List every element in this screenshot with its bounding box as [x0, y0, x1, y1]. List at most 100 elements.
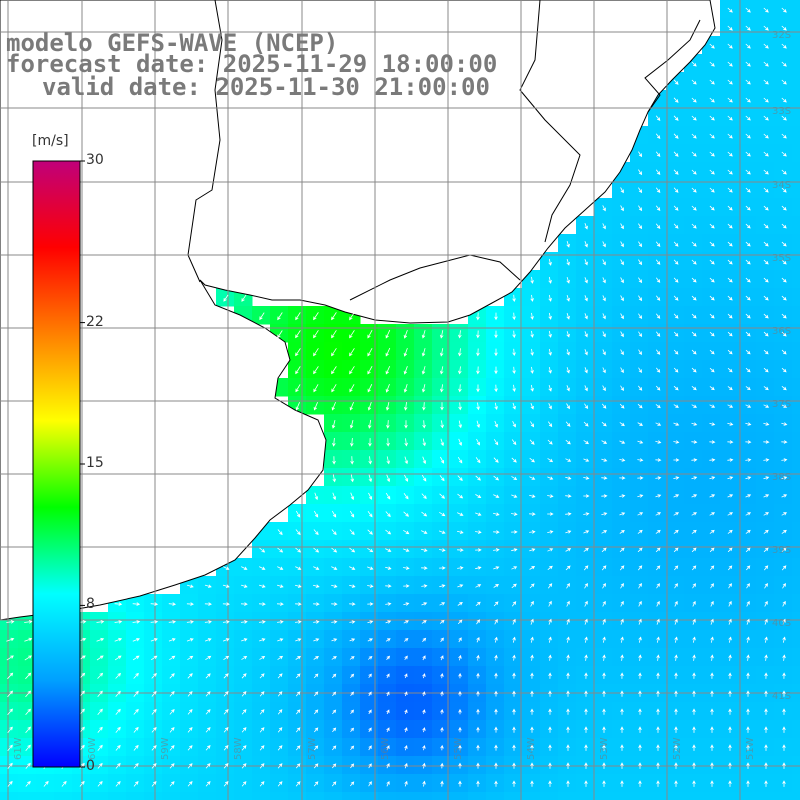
wind-speed-cell — [504, 396, 523, 415]
wind-arrow — [475, 512, 482, 516]
wind-speed-cell — [342, 576, 361, 595]
wind-arrow — [331, 348, 337, 357]
wind-arrow — [349, 781, 355, 787]
wind-arrow — [548, 780, 552, 787]
wind-arrow — [727, 223, 733, 229]
wind-arrow — [566, 385, 570, 392]
wind-arrow — [132, 620, 141, 624]
wind-arrow — [168, 638, 176, 642]
wind-arrow — [763, 133, 769, 139]
wind-arrow — [530, 600, 534, 607]
wind-arrow — [97, 672, 104, 679]
wind-arrow — [673, 476, 680, 480]
wind-arrow — [368, 727, 372, 733]
wind-speed-cell — [504, 378, 523, 397]
wind-speed-cell — [792, 288, 800, 307]
wind-arrow — [727, 529, 733, 534]
wind-speed-cell — [702, 486, 721, 505]
wind-speed-cell — [756, 522, 775, 541]
wind-speed-cell — [360, 450, 379, 469]
wind-speed-cell — [702, 792, 721, 800]
wind-arrow — [602, 690, 606, 697]
wind-speed-cell — [738, 504, 757, 523]
wind-arrow — [709, 79, 715, 85]
wind-arrow — [638, 744, 642, 751]
longitude-label: 59W — [160, 737, 171, 760]
wind-speed-cell — [180, 666, 199, 685]
wind-arrow — [349, 401, 354, 411]
wind-arrow — [601, 440, 608, 444]
wind-speed-cell — [252, 648, 271, 667]
wind-arrow — [331, 584, 338, 588]
wind-speed-cell — [792, 666, 800, 685]
wind-arrow — [530, 348, 534, 356]
wind-arrow — [709, 133, 715, 139]
wind-arrow — [548, 708, 552, 715]
wind-arrow — [619, 530, 625, 534]
wind-arrow — [673, 385, 679, 391]
wind-arrow — [368, 419, 372, 429]
wind-speed-cell — [774, 450, 793, 469]
wind-arrow — [151, 744, 157, 751]
wind-speed-cell — [792, 522, 800, 541]
wind-speed-cell — [126, 612, 145, 631]
wind-arrow — [386, 691, 390, 697]
wind-speed-cell — [18, 774, 37, 793]
wind-speed-cell — [558, 306, 577, 325]
wind-arrow — [458, 744, 462, 751]
wind-arrow — [691, 367, 697, 373]
wind-arrow — [709, 43, 715, 49]
wind-arrow — [781, 512, 788, 516]
wind-arrow — [619, 547, 625, 553]
wind-arrow — [367, 384, 373, 393]
wind-arrow — [781, 61, 787, 67]
wind-arrow — [709, 440, 716, 444]
wind-arrow — [745, 565, 751, 571]
wind-arrow — [781, 458, 788, 462]
wind-arrow — [331, 620, 338, 624]
wind-speed-cell — [540, 558, 559, 577]
wind-speed-cell — [468, 576, 487, 595]
wind-arrow — [403, 566, 410, 570]
wind-speed-cell — [144, 702, 163, 721]
wind-speed-cell — [486, 360, 505, 379]
wind-arrow — [385, 366, 391, 375]
wind-speed-cell — [792, 774, 800, 793]
wind-arrow — [547, 583, 553, 589]
wind-arrow — [439, 548, 446, 552]
wind-arrow — [492, 512, 500, 516]
wind-arrow — [637, 440, 644, 444]
wind-speed-cell — [270, 630, 289, 649]
wind-arrow — [295, 656, 301, 660]
wind-arrow — [259, 763, 265, 769]
wind-speed-cell — [558, 360, 577, 379]
longitude-label: 53W — [599, 737, 610, 760]
wind-arrow — [151, 690, 157, 697]
wind-arrow — [133, 708, 139, 715]
wind-arrow — [764, 762, 768, 769]
wind-arrow — [422, 727, 426, 733]
wind-arrow — [241, 781, 247, 787]
wind-arrow — [187, 745, 193, 751]
wind-speed-cell — [414, 792, 433, 800]
wind-arrow — [655, 151, 661, 157]
wind-speed-cell — [396, 432, 415, 451]
latitude-label: 34S — [772, 180, 792, 191]
wind-arrow — [476, 402, 480, 411]
wind-arrow — [691, 223, 697, 229]
wind-arrow — [7, 672, 14, 680]
wind-arrow — [331, 330, 337, 339]
wind-arrow — [709, 349, 715, 355]
wind-arrow — [602, 223, 606, 230]
wind-arrow — [691, 241, 697, 247]
wind-arrow — [602, 241, 606, 248]
wind-arrow — [584, 744, 588, 751]
wind-arrow — [727, 404, 734, 408]
wind-arrow — [205, 691, 211, 697]
wind-arrow — [584, 241, 588, 248]
wind-arrow — [349, 312, 355, 321]
wind-arrow — [385, 566, 392, 570]
wind-arrow — [439, 493, 446, 499]
wind-arrow — [385, 383, 390, 393]
